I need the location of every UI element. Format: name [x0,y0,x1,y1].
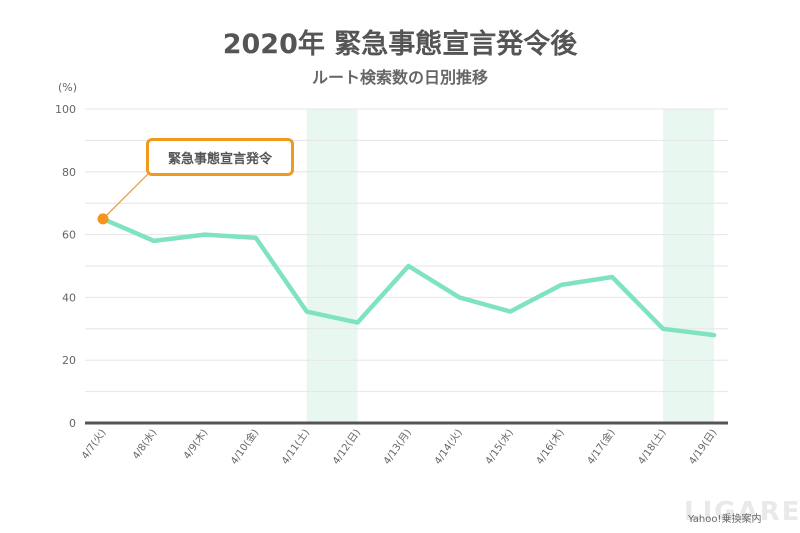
series-line-1 [100,216,717,338]
chart-subtitle: ルート検索数の日別推移 [311,68,488,87]
source-credit: Yahoo!乗換案内 [688,514,762,525]
chart-title: 2020年 緊急事態宣言発令後 [222,29,578,60]
y-tick-60: 60 [62,229,76,242]
x-tick-10: 4/16(木) [534,427,567,467]
annotation-leader-line [102,173,149,220]
x-tick-labels: 4/7(火) 4/8(水) 4/9(木) 4/10(金) 4/11(土) 4/12(日) 4… [79,426,719,467]
x-tick-3: 4/9(木) [181,427,210,462]
annotation [97,173,149,225]
ligare-logo: LIGARE [684,497,800,527]
x-tick-1: 4/7(火) [79,427,108,462]
y-tick-labels: 0 20 40 60 80 100 [55,103,76,430]
y-tick-0: 0 [69,417,76,430]
x-tick-11: 4/17(金) [584,426,618,467]
x-tick-5: 4/11(土) [278,426,312,467]
x-tick-13: 4/19(日) [687,427,719,466]
x-tick-7: 4/13(月) [381,427,414,467]
y-tick-80: 80 [62,166,76,179]
annotation-callout: 緊急事態宣言発令 [146,138,294,176]
y-tick-100: 100 [55,103,76,116]
y-tick-40: 40 [62,291,76,304]
x-tick-12: 4/18(土) [635,426,669,467]
x-tick-4: 4/10(金) [227,426,261,467]
x-tick-2: 4/8(水) [130,427,159,462]
y-axis-unit: (%) [58,81,78,94]
annotation-marker [97,213,109,225]
series-lines [100,216,717,338]
y-tick-20: 20 [62,354,76,367]
x-tick-9: 4/15(水) [483,427,516,467]
x-tick-8: 4/14(火) [432,427,465,467]
x-tick-6: 4/12(日) [331,427,363,466]
